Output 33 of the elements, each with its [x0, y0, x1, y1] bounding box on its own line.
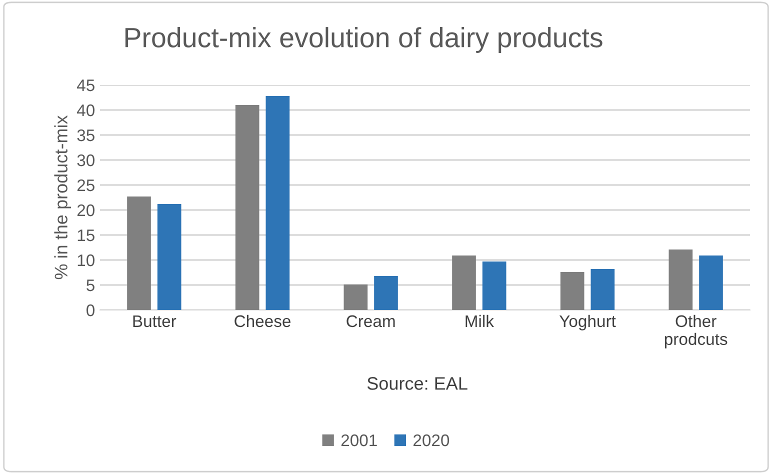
y-tick-label: 5 [86, 280, 94, 292]
y-tick-label: 25 [77, 179, 94, 192]
x-tick-label: Cream [346, 315, 395, 328]
y-axis-title: % in the product-mix [54, 115, 72, 280]
legend-label: 2020 [414, 434, 450, 446]
x-tick-label: Butter [133, 315, 176, 328]
y-tick-label: 10 [78, 254, 94, 266]
bar [344, 284, 368, 310]
chart-title: Product-mix evolution of dairy products [125, 27, 602, 53]
bar [235, 105, 260, 310]
bar [482, 262, 506, 310]
y-tick-label: 30 [77, 154, 94, 166]
source-note: Source: EAL [367, 377, 468, 390]
bar [127, 196, 151, 310]
y-tick-label: 15 [78, 230, 94, 242]
y-tick-label: 45 [76, 80, 94, 92]
bar [699, 256, 723, 310]
x-tick-label: Other prodcuts [664, 314, 728, 348]
y-tick-label: 35 [77, 129, 94, 142]
bar [374, 276, 398, 310]
y-tick-label: 20 [77, 204, 94, 216]
bar [452, 256, 476, 310]
x-tick-label: Cheese [234, 314, 290, 328]
y-tick-label: 40 [76, 104, 94, 116]
x-tick-label: Yoghurt [559, 314, 616, 330]
legend-label: 2001 [341, 434, 377, 446]
bar [590, 269, 615, 310]
x-tick-label: Milk [466, 314, 494, 327]
bar [266, 96, 290, 310]
bar [668, 250, 693, 310]
y-tick-label: 0 [86, 304, 94, 316]
bar [560, 272, 584, 310]
bar [157, 204, 182, 310]
